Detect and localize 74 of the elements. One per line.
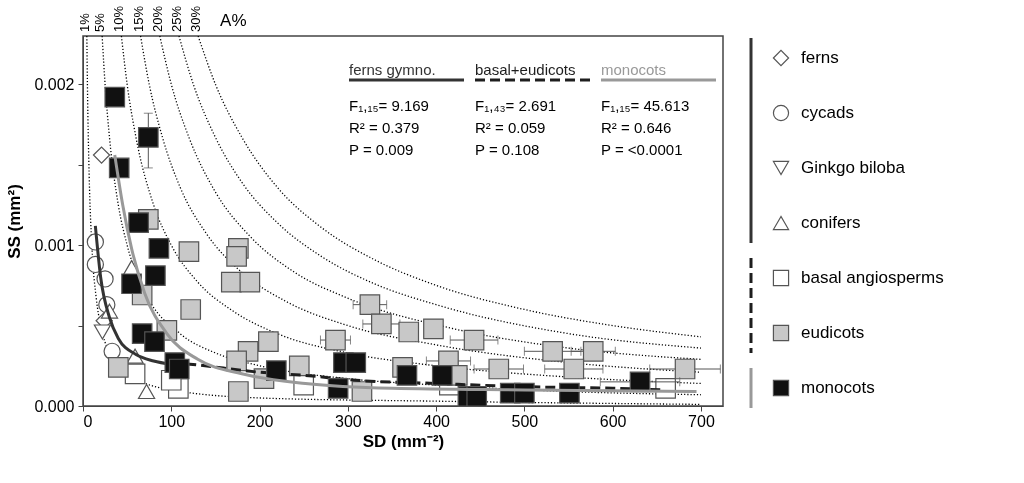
point bbox=[488, 358, 510, 380]
annotation: P = <0.0001 bbox=[601, 141, 683, 158]
point bbox=[92, 146, 111, 164]
point bbox=[423, 318, 444, 340]
x-axis-title: SD (mm⁻²) bbox=[362, 431, 445, 451]
point bbox=[107, 357, 129, 378]
point bbox=[137, 383, 156, 400]
point bbox=[542, 340, 563, 362]
point bbox=[325, 329, 346, 351]
x-tick-label: 0 bbox=[83, 412, 93, 430]
point bbox=[128, 212, 149, 233]
legend-label: eudicots bbox=[801, 323, 865, 342]
point bbox=[463, 329, 485, 351]
point bbox=[398, 321, 420, 343]
point bbox=[148, 238, 170, 259]
legend-label: basal angiosperms bbox=[801, 268, 944, 287]
annotation: F₁,₁₅= 45.613 bbox=[601, 97, 690, 114]
point bbox=[345, 352, 367, 373]
point bbox=[145, 265, 166, 287]
point bbox=[144, 331, 165, 352]
text: 15% bbox=[130, 5, 146, 32]
annotation: R² = 0.059 bbox=[475, 119, 546, 136]
text: 1% bbox=[76, 12, 92, 32]
x-tick-label: 700 bbox=[688, 412, 715, 430]
legend-label: conifers bbox=[801, 213, 861, 232]
text: 5% bbox=[92, 12, 108, 32]
point bbox=[258, 331, 279, 352]
point bbox=[674, 358, 696, 380]
text: basal+eudicots bbox=[475, 61, 576, 78]
legend-label: Ginkgo biloba bbox=[801, 158, 906, 177]
annotation: F₁,₁₅= 9.169 bbox=[349, 97, 429, 114]
text: A% bbox=[220, 11, 247, 30]
point bbox=[371, 313, 392, 335]
y-tick-label: 0.000 bbox=[34, 397, 75, 415]
annotation: R² = 0.379 bbox=[349, 119, 420, 136]
legend-label: ferns bbox=[801, 48, 839, 67]
annotation: F₁,₄₃= 2.691 bbox=[475, 97, 557, 114]
point bbox=[431, 365, 453, 386]
point bbox=[180, 299, 202, 320]
text: monocots bbox=[601, 61, 667, 78]
text: 10% bbox=[111, 5, 127, 32]
point bbox=[239, 271, 261, 293]
point bbox=[93, 324, 112, 340]
text: ferns gymno. bbox=[349, 61, 436, 78]
point bbox=[563, 358, 585, 380]
annotation: R² = 0.646 bbox=[601, 119, 672, 136]
legend-label: monocots bbox=[801, 378, 875, 397]
legend-label: cycads bbox=[801, 103, 854, 122]
point bbox=[121, 273, 142, 295]
point bbox=[226, 246, 247, 267]
point bbox=[104, 86, 126, 108]
text: 25% bbox=[168, 5, 184, 32]
y-tick-label: 0.001 bbox=[34, 236, 75, 254]
x-tick-label: 600 bbox=[599, 412, 627, 430]
y-tick-label: 0.002 bbox=[34, 75, 75, 93]
x-tick-label: 400 bbox=[423, 412, 451, 430]
point bbox=[178, 241, 200, 262]
x-tick-label: 200 bbox=[246, 412, 274, 430]
point bbox=[288, 355, 310, 377]
point bbox=[582, 340, 604, 362]
y-axis-title: SS (mm²) bbox=[5, 184, 25, 259]
text: 20% bbox=[149, 5, 165, 32]
annotation: P = 0.108 bbox=[475, 141, 540, 158]
annotation: P = 0.009 bbox=[349, 141, 414, 158]
x-tick-label: 500 bbox=[511, 412, 539, 430]
point bbox=[137, 127, 159, 148]
point bbox=[228, 381, 249, 402]
point bbox=[396, 365, 418, 386]
x-tick-label: 300 bbox=[334, 412, 362, 430]
x-tick-label: 100 bbox=[158, 412, 186, 430]
point bbox=[168, 358, 190, 380]
point bbox=[359, 294, 381, 315]
text: 30% bbox=[188, 5, 204, 32]
point bbox=[265, 360, 287, 381]
